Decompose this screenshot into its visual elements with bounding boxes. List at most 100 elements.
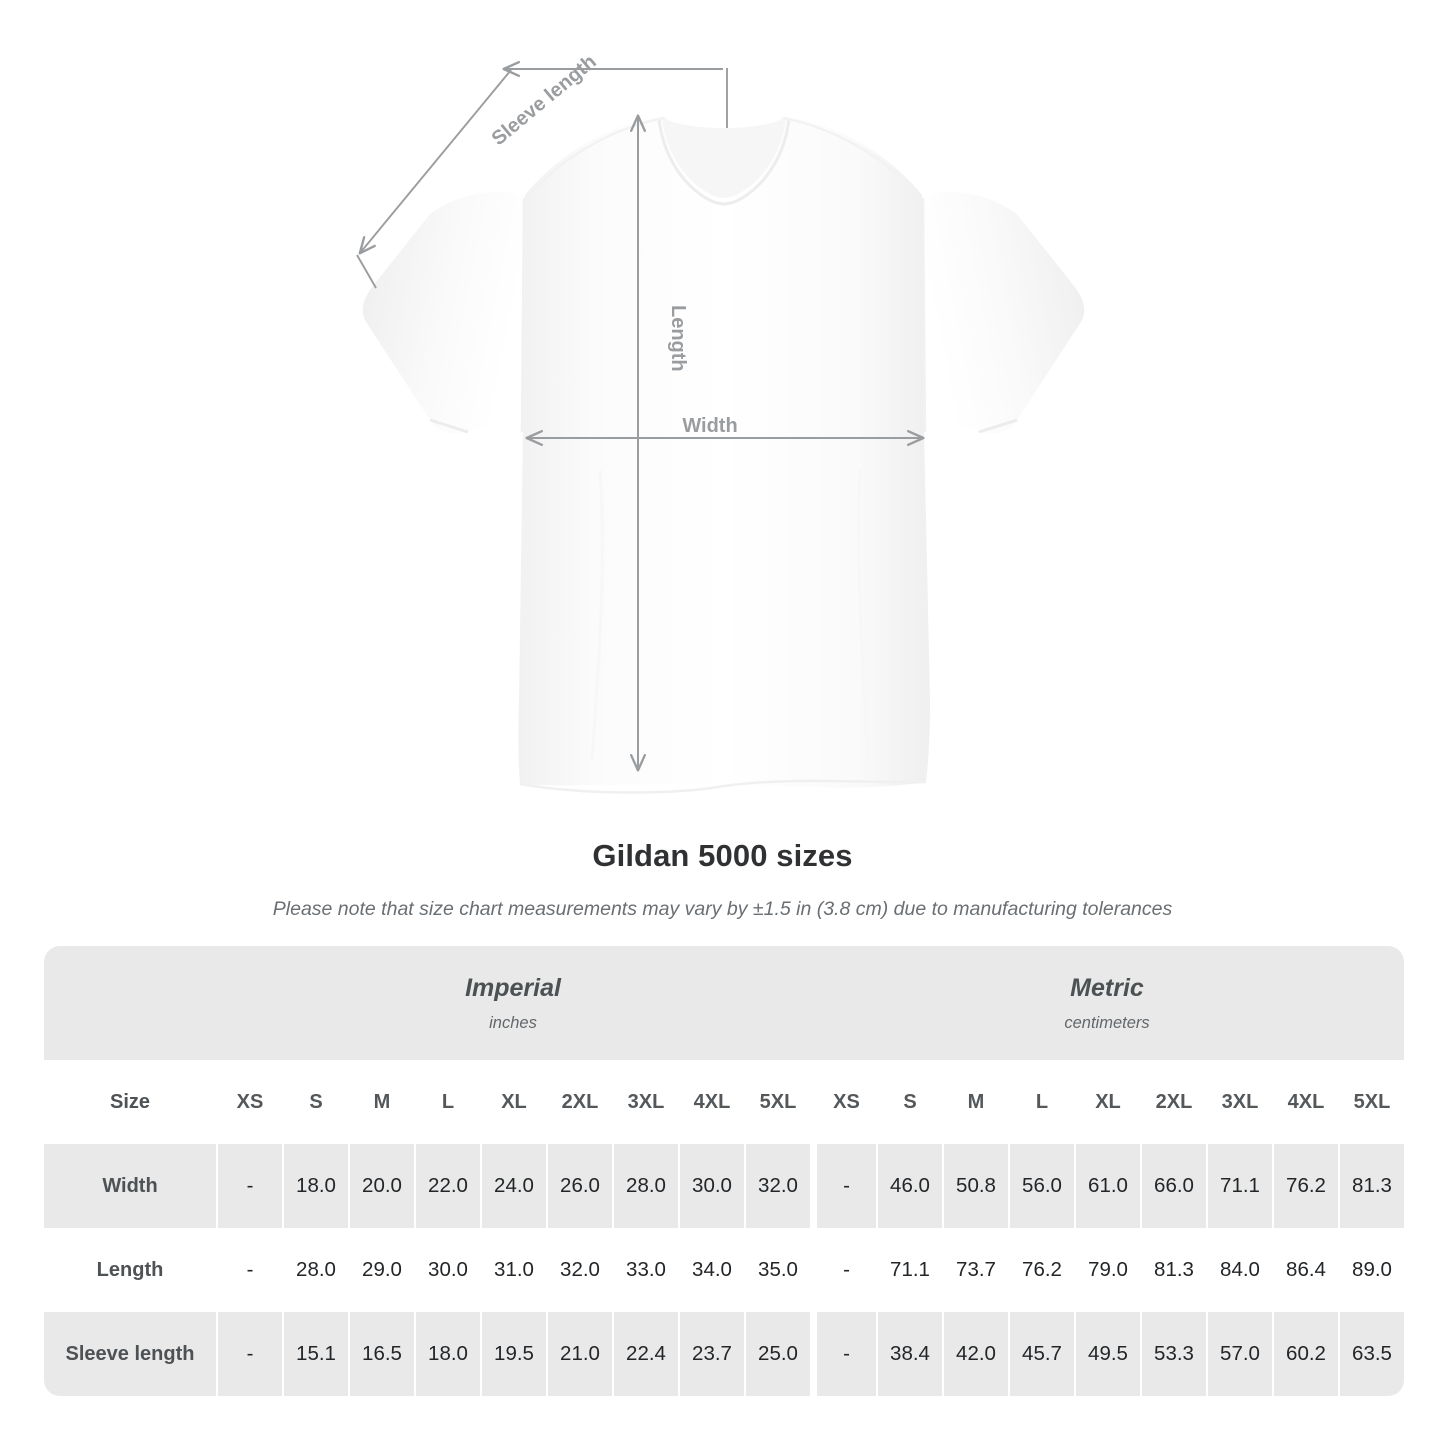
cell-sleeve-length-imperial-l: 18.0 [414,1312,480,1396]
cell-sleeve-length-metric-l: 45.7 [1008,1312,1074,1396]
size-header-imperial-3xl: 3XL [612,1060,678,1144]
cell-sleeve-length-metric-5xl: 63.5 [1338,1312,1404,1396]
right-shoulder-seam [782,116,921,199]
unit-subtitle: centimeters [1064,1013,1150,1032]
tshirt-graphic [362,116,1085,794]
unit-header-metric: Metric centimeters [810,946,1404,1060]
cell-length-imperial-s: 28.0 [282,1228,348,1312]
cell-sleeve-length-imperial-m: 16.5 [348,1312,414,1396]
size-header-imperial-s: S [282,1060,348,1144]
cell-sleeve-length-metric-m: 42.0 [942,1312,1008,1396]
cell-sleeve-length-metric-xl: 49.5 [1074,1312,1140,1396]
size-header-imperial-5xl: 5XL [744,1060,810,1144]
size-header-metric-4xl: 4XL [1272,1060,1338,1144]
cell-length-metric-m: 73.7 [942,1228,1008,1312]
right-armhole-seam [921,197,927,433]
cell-sleeve-length-metric-2xl: 53.3 [1140,1312,1206,1396]
size-header-row: Size XS S M L XL 2XL 3XL 4XL 5XL XS S M L XL 2XL 3XL 4XL 5… [44,1060,1404,1144]
cell-sleeve-length-imperial-5xl: 25.0 [744,1312,810,1396]
size-header-metric-s: S [876,1060,942,1144]
cell-width-metric-3xl: 71.1 [1206,1144,1272,1228]
cell-length-metric-4xl: 86.4 [1272,1228,1338,1312]
cell-length-metric-5xl: 89.0 [1338,1228,1404,1312]
row-label-length: Length [44,1228,216,1312]
shirt-body [518,116,930,788]
chart-heading-block: Gildan 5000 sizes Please note that size … [0,836,1445,923]
cell-length-metric-2xl: 81.3 [1140,1228,1206,1312]
width-label: Width [682,415,737,437]
size-header-imperial-m: M [348,1060,414,1144]
cell-length-imperial-xs: - [216,1228,282,1312]
size-column-header: Size [44,1060,216,1144]
cell-length-imperial-m: 29.0 [348,1228,414,1312]
size-chart-table-container: Imperial inches Metric centimeters Size XS S M L… [44,946,1404,1396]
size-header-metric-l: L [1008,1060,1074,1144]
cell-width-metric-xs: - [810,1144,876,1228]
cell-length-metric-s: 71.1 [876,1228,942,1312]
unit-name: Metric [1070,973,1144,1002]
cell-sleeve-length-metric-3xl: 57.0 [1206,1312,1272,1396]
row-label-width: Width [44,1144,216,1228]
cell-width-imperial-3xl: 28.0 [612,1144,678,1228]
sleeve-length-label: Sleeve length [488,51,601,150]
unit-subtitle: inches [489,1013,537,1032]
cell-sleeve-length-imperial-s: 15.1 [282,1312,348,1396]
collar-band [662,116,786,198]
cell-length-imperial-4xl: 34.0 [678,1228,744,1312]
cell-width-imperial-m: 20.0 [348,1144,414,1228]
cell-width-metric-2xl: 66.0 [1140,1144,1206,1228]
table-row: Sleeve length - 15.1 16.5 18.0 19.5 21.0 22.4 23… [44,1312,1404,1396]
size-chart-table: Imperial inches Metric centimeters Size XS S M L… [44,946,1404,1396]
cell-length-metric-3xl: 84.0 [1206,1228,1272,1312]
size-header-imperial-xs: XS [216,1060,282,1144]
row-label-sleeve-length: Sleeve length [44,1312,216,1396]
tshirt-measurement-illustration: Sleeve length Length Width [356,51,1085,794]
left-shoulder-seam [526,116,665,199]
size-header-metric-2xl: 2XL [1140,1060,1206,1144]
size-header-imperial-l: L [414,1060,480,1144]
cell-width-imperial-4xl: 30.0 [678,1144,744,1228]
table-row: Length -28.0 29.0 30.0 31.0 32.0 33.0 34.0 35.0-… [44,1228,1404,1312]
cell-length-metric-l: 76.2 [1008,1228,1074,1312]
fabric-fold-left [590,469,604,761]
cell-length-imperial-3xl: 33.0 [612,1228,678,1312]
unit-banner-spacer [44,946,216,1060]
size-header-metric-5xl: 5XL [1338,1060,1404,1144]
cell-width-metric-m: 50.8 [942,1144,1008,1228]
unit-header-imperial: Imperial inches [216,946,810,1060]
cell-sleeve-length-imperial-4xl: 23.7 [678,1312,744,1396]
cell-sleeve-length-metric-xs: - [810,1312,876,1396]
unit-name: Imperial [465,973,561,1002]
length-label: Length [667,305,689,372]
cell-sleeve-length-imperial-3xl: 22.4 [612,1312,678,1396]
left-sleeve-hem [429,418,469,434]
cell-width-metric-l: 56.0 [1008,1144,1074,1228]
table-row: Width -18.0 20.0 22.0 24.0 26.0 28.0 30.0 32.0-4… [44,1144,1404,1228]
right-sleeve-hem [978,418,1018,434]
tolerance-note: Please note that size chart measurements… [272,898,1173,920]
fabric-fold-right [857,469,870,763]
size-header-imperial-4xl: 4XL [678,1060,744,1144]
size-header-metric-xs: XS [810,1060,876,1144]
cell-sleeve-length-imperial-xl: 19.5 [480,1312,546,1396]
cell-width-metric-xl: 61.0 [1074,1144,1140,1228]
cell-width-metric-5xl: 81.3 [1338,1144,1404,1228]
cell-width-metric-4xl: 76.2 [1272,1144,1338,1228]
sleeve-length-arrow [360,69,512,253]
cell-width-imperial-l: 22.0 [414,1144,480,1228]
cell-sleeve-length-metric-s: 38.4 [876,1312,942,1396]
cell-length-metric-xs: - [810,1228,876,1312]
cell-sleeve-length-imperial-2xl: 21.0 [546,1312,612,1396]
size-header-imperial-xl: XL [480,1060,546,1144]
unit-banner-row: Imperial inches Metric centimeters [44,946,1404,1060]
cell-width-imperial-xs: - [216,1144,282,1228]
neckline-inner [657,117,791,206]
size-header-imperial-2xl: 2XL [546,1060,612,1144]
size-header-metric-3xl: 3XL [1206,1060,1272,1144]
page-title: Gildan 5000 sizes [592,838,853,873]
cell-sleeve-length-metric-4xl: 60.2 [1272,1312,1338,1396]
cell-length-imperial-xl: 31.0 [480,1228,546,1312]
hem-line [519,779,927,794]
right-sleeve [922,192,1085,434]
left-armhole-seam [520,197,526,433]
